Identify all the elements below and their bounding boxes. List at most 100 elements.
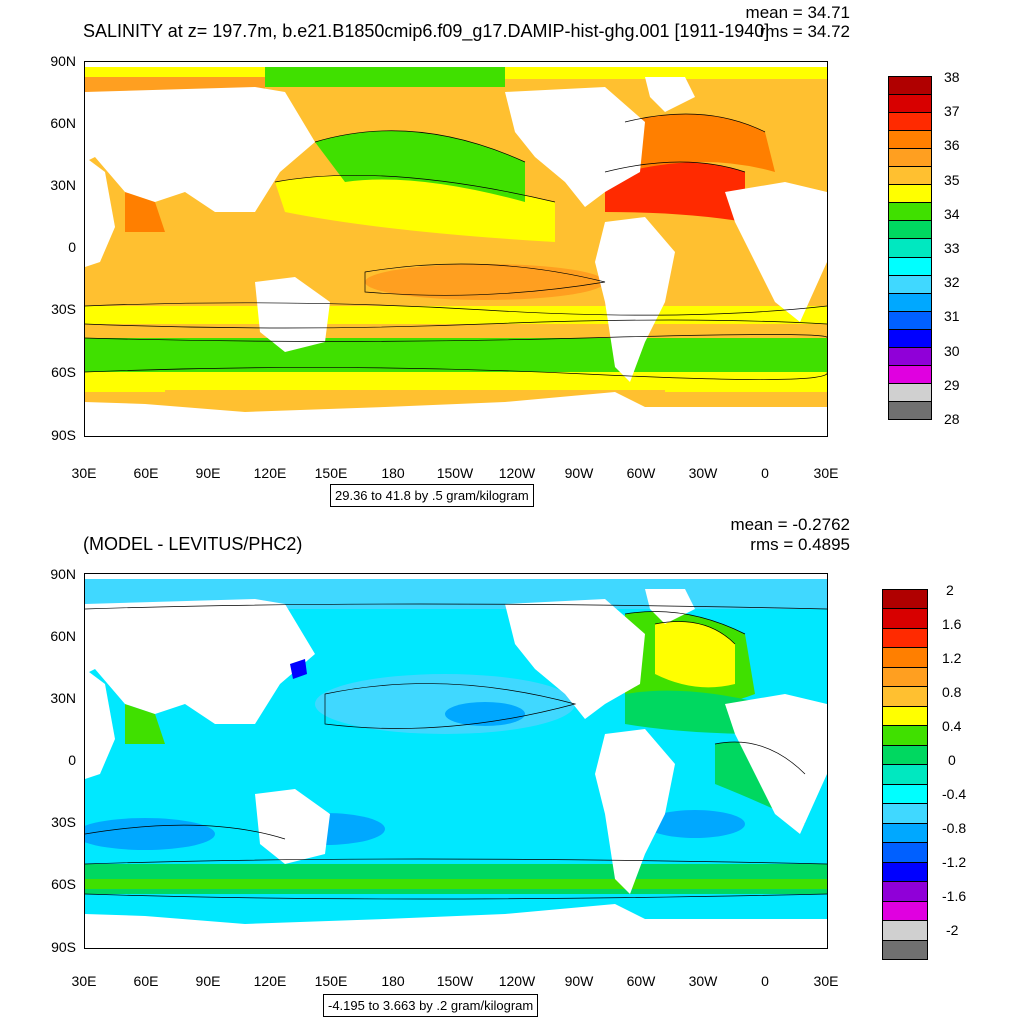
panel2-lon-120e: 120E xyxy=(253,973,287,989)
colorbar-swatch xyxy=(882,783,928,805)
colorbar-swatch xyxy=(888,184,932,204)
panel1-lon-120w: 120W xyxy=(498,465,536,481)
panel1-cb-label: 28 xyxy=(944,411,960,427)
panel1-cb-label: 38 xyxy=(944,69,960,85)
panel1-title: SALINITY at z= 197.7m, b.e21.B1850cmip6.… xyxy=(83,21,770,41)
panel1-cb-label: 36 xyxy=(944,137,960,153)
panel1-map xyxy=(84,61,828,437)
panel2-cb-label: -1.2 xyxy=(942,854,967,870)
colorbar-swatch xyxy=(888,364,932,384)
colorbar-swatch xyxy=(882,744,928,766)
colorbar-swatch xyxy=(888,310,932,330)
panel2-lon-60e: 60E xyxy=(133,973,159,989)
colorbar-swatch xyxy=(882,861,928,883)
panel1-lat-30s: 30S xyxy=(51,301,76,317)
panel1-lon-150e: 150E xyxy=(314,465,348,481)
colorbar-swatch xyxy=(882,822,928,844)
panel1-cb-label: 34 xyxy=(944,206,960,222)
panel1-lon-30w: 30W xyxy=(688,465,718,481)
colorbar-swatch xyxy=(888,346,932,366)
colorbar-swatch xyxy=(882,725,928,746)
colorbar-swatch xyxy=(888,112,932,132)
colorbar-swatch xyxy=(888,274,932,294)
colorbar-swatch xyxy=(888,292,932,312)
panel1-cb-label: 31 xyxy=(944,308,960,324)
panel2-lon-0: 0 xyxy=(761,973,769,989)
panel2-contours xyxy=(85,603,827,900)
panel2-lon-150w: 150W xyxy=(436,973,474,989)
panel1-lon-90w: 90W xyxy=(564,465,594,481)
colorbar-swatch xyxy=(882,705,928,727)
colorbar-swatch xyxy=(882,803,928,824)
panel1-lat-60n: 60N xyxy=(50,115,76,131)
colorbar-swatch xyxy=(888,256,932,276)
panel1-lat-90n: 90N xyxy=(50,53,76,69)
panel1-lon-90e: 90E xyxy=(195,465,221,481)
panel1-colorbar xyxy=(888,76,932,420)
panel2-lon-30e: 30E xyxy=(71,973,97,989)
colorbar-swatch xyxy=(882,666,928,688)
panel1-info-box: 29.36 to 41.8 by .5 gram/kilogram xyxy=(330,484,534,507)
panel2-cb-label: -0.4 xyxy=(942,786,967,802)
colorbar-swatch xyxy=(888,94,932,114)
panel1-lon-120e: 120E xyxy=(253,465,287,481)
panel1-lon-180: 180 xyxy=(381,465,405,481)
colorbar-swatch xyxy=(888,328,932,348)
panel2-cb-label: -1.6 xyxy=(942,888,967,904)
panel2-colorbar xyxy=(882,589,928,960)
panel1-lat-60s: 60S xyxy=(51,364,76,380)
panel2-cb-label: 1.6 xyxy=(942,616,962,632)
colorbar-swatch xyxy=(882,608,928,629)
panel2-lon-120w: 120W xyxy=(498,973,536,989)
panel2-lat-30n: 30N xyxy=(50,690,76,706)
colorbar-swatch xyxy=(882,920,928,941)
panel1-lat-90s: 90S xyxy=(51,427,76,443)
colorbar-swatch xyxy=(882,764,928,785)
panel1-cb-label: 33 xyxy=(944,240,960,256)
panel2-cb-label: -2 xyxy=(946,922,959,938)
panel1-lat-0: 0 xyxy=(68,239,76,255)
colorbar-swatch xyxy=(882,589,928,610)
panel1-cb-label: 30 xyxy=(944,343,960,359)
colorbar-swatch xyxy=(882,686,928,707)
panel2-cb-label: 1.2 xyxy=(942,650,962,666)
colorbar-swatch xyxy=(888,382,932,402)
panel1-cb-label: 35 xyxy=(944,172,960,188)
colorbar-swatch xyxy=(888,76,932,96)
colorbar-swatch xyxy=(882,939,928,960)
panel2-cb-label: 0 xyxy=(948,752,956,768)
colorbar-swatch xyxy=(888,148,932,168)
panel1-cb-label: 29 xyxy=(944,377,960,393)
panel1-cb-label: 37 xyxy=(944,103,960,119)
panel2-rms: rms = 0.4895 xyxy=(750,535,850,554)
panel1-lon-30e: 30E xyxy=(71,465,97,481)
panel2-cb-label: 0.8 xyxy=(942,684,962,700)
panel1-cb-label: 32 xyxy=(944,274,960,290)
panel1-lon-60w: 60W xyxy=(626,465,656,481)
colorbar-swatch xyxy=(888,130,932,150)
panel2-lat-60s: 60S xyxy=(51,876,76,892)
panel2-map-svg xyxy=(85,574,827,948)
panel2-lon-90w: 90W xyxy=(564,973,594,989)
panel2-lon-180: 180 xyxy=(381,973,405,989)
panel2-cb-label: 2 xyxy=(946,582,954,598)
panel2-lon-30e-end: 30E xyxy=(813,973,839,989)
panel2-lon-90e: 90E xyxy=(195,973,221,989)
colorbar-swatch xyxy=(888,238,932,258)
colorbar-swatch xyxy=(888,220,932,240)
panel1-lon-0: 0 xyxy=(761,465,769,481)
colorbar-swatch xyxy=(882,842,928,863)
panel2-lat-90n: 90N xyxy=(50,566,76,582)
panel1-lon-30e-end: 30E xyxy=(813,465,839,481)
panel1-mean: mean = 34.71 xyxy=(745,3,850,22)
panel2-lon-30w: 30W xyxy=(688,973,718,989)
panel2-map xyxy=(84,573,828,949)
colorbar-swatch xyxy=(882,900,928,922)
colorbar-swatch xyxy=(882,627,928,649)
panel1-contours xyxy=(85,113,827,380)
panel2-lat-0: 0 xyxy=(68,752,76,768)
panel1-lat-30n: 30N xyxy=(50,177,76,193)
panel1-lon-150w: 150W xyxy=(436,465,474,481)
panel1-rms: rms = 34.72 xyxy=(759,22,850,41)
colorbar-swatch xyxy=(882,881,928,902)
